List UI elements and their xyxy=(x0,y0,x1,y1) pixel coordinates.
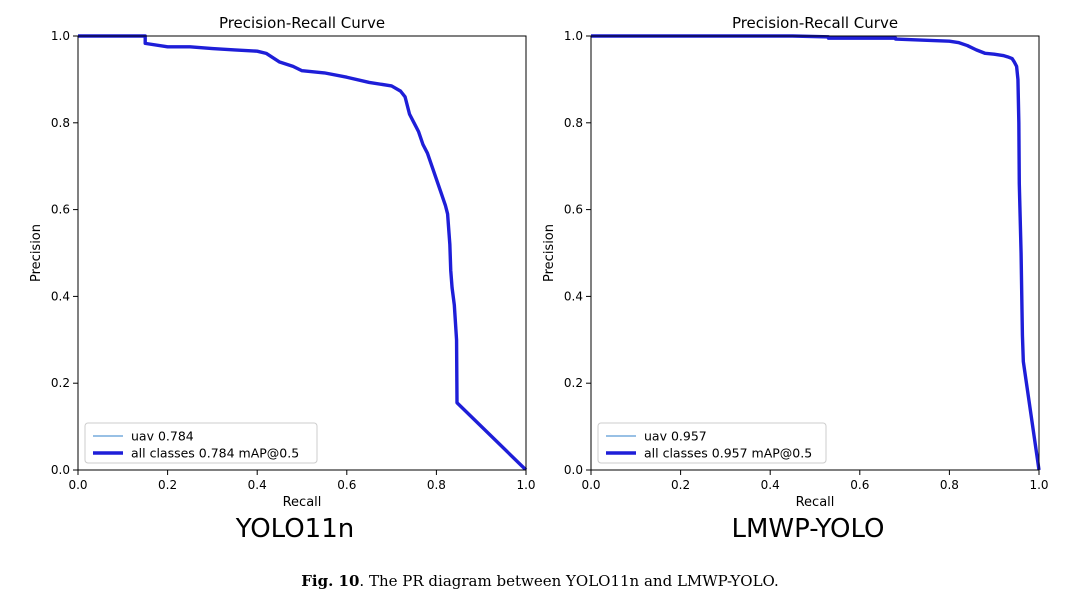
y-tick-label: 1.0 xyxy=(51,29,70,43)
x-tick-label: 0.6 xyxy=(850,478,869,492)
y-axis-title: Precision xyxy=(542,224,557,282)
y-tick-label: 0.6 xyxy=(564,203,583,217)
figure-caption-label: Fig. 10 xyxy=(301,572,360,590)
y-tick-label: 0.8 xyxy=(564,116,583,130)
y-tick-label: 0.4 xyxy=(51,289,70,303)
legend-box xyxy=(84,422,318,464)
x-tick-label: 0.0 xyxy=(581,478,600,492)
x-axis-title: Recall xyxy=(796,495,835,510)
x-tick-label: 0.2 xyxy=(671,478,690,492)
plot-frame xyxy=(77,35,527,471)
figure-caption-text: The PR diagram between YOLO11n and LMWP-… xyxy=(368,572,779,590)
chart-title: Precision-Recall Curve xyxy=(219,14,385,32)
legend-label: all classes 0.957 mAP@0.5 xyxy=(644,446,812,461)
x-tick-label: 0.8 xyxy=(940,478,959,492)
series-line-1 xyxy=(591,35,1040,470)
figure: Precision-Recall Curve 0.0 0.2 0.4 0.6 0.8 1.0… xyxy=(29,14,1049,544)
series-line-2 xyxy=(591,34,1041,470)
x-tick-label: 0.4 xyxy=(248,478,267,492)
y-tick-label: 0.6 xyxy=(51,203,70,217)
legend-box xyxy=(597,422,827,464)
legend: uav 0.957 all classes 0.957 mAP@0.5 xyxy=(597,422,827,464)
chart-title: Precision-Recall Curve xyxy=(732,14,898,32)
panel-label: YOLO11n xyxy=(235,514,355,544)
y-tick-label: 0.2 xyxy=(51,376,70,390)
x-tick-label: 0.8 xyxy=(427,478,446,492)
x-tick-label: 0.6 xyxy=(337,478,356,492)
x-tick-label: 1.0 xyxy=(1029,478,1048,492)
legend: uav 0.784 all classes 0.784 mAP@0.5 xyxy=(84,422,318,464)
x-tick-label: 1.0 xyxy=(516,478,535,492)
legend-label: all classes 0.784 mAP@0.5 xyxy=(131,446,299,461)
y-tick-label: 1.0 xyxy=(564,29,583,43)
x-tick-label: 0.2 xyxy=(158,478,177,492)
y-tick-label: 0.2 xyxy=(564,376,583,390)
panel-label: LMWP-YOLO xyxy=(732,514,885,544)
y-tick-label: 0.0 xyxy=(51,463,70,477)
figure-caption: Fig. 10. The PR diagram between YOLO11n … xyxy=(301,572,779,590)
chart-panel-1: Precision-Recall Curve 0.0 0.2 0.4 0.6 0.8 1.0… xyxy=(29,14,536,544)
y-tick-label: 0.8 xyxy=(51,116,70,130)
y-tick-label: 0.4 xyxy=(564,289,583,303)
x-tick-label: 0.0 xyxy=(68,478,87,492)
plot-frame xyxy=(590,35,1040,471)
x-axis-title: Recall xyxy=(283,495,322,510)
x-tick-label: 0.4 xyxy=(761,478,780,492)
y-axis-title: Precision xyxy=(29,224,44,282)
legend-label: uav 0.784 xyxy=(131,429,194,444)
chart-panel-2: Precision-Recall Curve 0.0 0.2 0.4 0.6 0.8 1.0… xyxy=(542,14,1049,544)
series-line-2 xyxy=(78,34,528,470)
legend-label: uav 0.957 xyxy=(644,429,707,444)
y-tick-label: 0.0 xyxy=(564,463,583,477)
